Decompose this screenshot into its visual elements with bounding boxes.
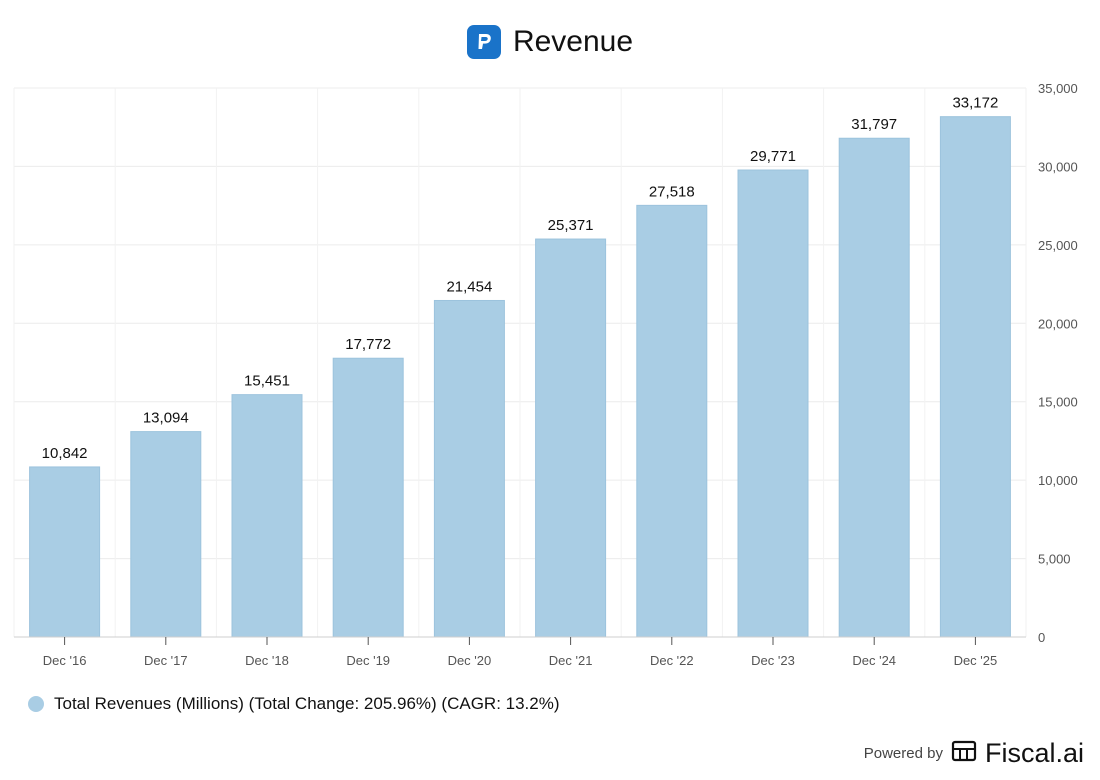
bar-value-label: 31,797: [851, 116, 897, 133]
paypal-logo-icon: [466, 25, 501, 59]
x-tick-label: Dec '17: [144, 653, 188, 668]
powered-by-footer[interactable]: Powered by Fiscal.ai: [864, 738, 1084, 769]
bar[interactable]: [29, 466, 101, 638]
chart-bars: [29, 116, 1011, 638]
bar[interactable]: [433, 299, 505, 638]
powered-by-text: Powered by: [863, 745, 943, 762]
bar[interactable]: [231, 394, 303, 638]
y-axis: 0 5,000 10,000 15,000 20,000 25,000 30,000 35,0…: [1038, 81, 1078, 645]
bar-value-label: 27,518: [649, 183, 695, 200]
y-tick-label: 30,000: [1038, 159, 1078, 174]
x-tick-label: Dec '19: [346, 653, 390, 668]
bar-value-label: 15,451: [244, 373, 290, 390]
y-tick-label: 35,000: [1038, 81, 1078, 96]
x-tick-label: Dec '22: [650, 653, 694, 668]
chart-header: Revenue: [0, 22, 1100, 62]
y-tick-label: 5,000: [1038, 552, 1071, 567]
bar-value-label: 13,094: [143, 410, 189, 427]
bar-value-label: 21,454: [446, 278, 492, 295]
x-tick-label: Dec '16: [43, 653, 87, 668]
x-tick-label: Dec '25: [954, 653, 998, 668]
bar-value-label: 10,842: [42, 445, 88, 462]
y-tick-label: 25,000: [1038, 238, 1078, 253]
y-tick-label: 0: [1038, 630, 1045, 645]
fiscal-ai-brand: Fiscal.ai: [984, 738, 1084, 768]
legend-label: Total Revenues (Millions) (Total Change:…: [54, 694, 560, 713]
y-tick-label: 15,000: [1038, 395, 1078, 410]
revenue-bar-chart: 10,842 13,094 15,451 17,772 21,454 25,371 27,5…: [13, 81, 1078, 668]
bar-value-label: 33,172: [952, 95, 998, 112]
x-tick-label: Dec '24: [852, 653, 896, 668]
chart-title: Revenue: [512, 25, 634, 58]
x-axis: Dec '16 Dec '17 Dec '18 Dec '19 Dec '20 Dec '…: [14, 636, 1026, 668]
legend-swatch: [28, 696, 44, 712]
x-tick-label: Dec '21: [549, 653, 593, 668]
y-tick-label: 10,000: [1038, 473, 1078, 488]
bar[interactable]: [636, 204, 708, 638]
chart-data-labels: 10,842 13,094 15,451 17,772 21,454 25,371 27,5…: [42, 95, 999, 462]
fiscal-ai-logo-icon: [951, 740, 977, 767]
x-tick-label: Dec '18: [245, 653, 289, 668]
x-tick-label: Dec '23: [751, 653, 795, 668]
bar-value-label: 17,772: [345, 336, 391, 353]
x-tick-label: Dec '20: [448, 653, 492, 668]
bar[interactable]: [737, 169, 809, 638]
bar-value-label: 29,771: [750, 148, 796, 165]
bar[interactable]: [838, 137, 910, 638]
bar-value-label: 25,371: [548, 217, 594, 234]
bar[interactable]: [535, 238, 607, 638]
y-tick-label: 20,000: [1038, 316, 1078, 331]
chart-legend[interactable]: Total Revenues (Millions) (Total Change:…: [28, 694, 560, 714]
bar[interactable]: [130, 431, 202, 638]
bar[interactable]: [939, 116, 1011, 638]
bar[interactable]: [332, 357, 404, 638]
